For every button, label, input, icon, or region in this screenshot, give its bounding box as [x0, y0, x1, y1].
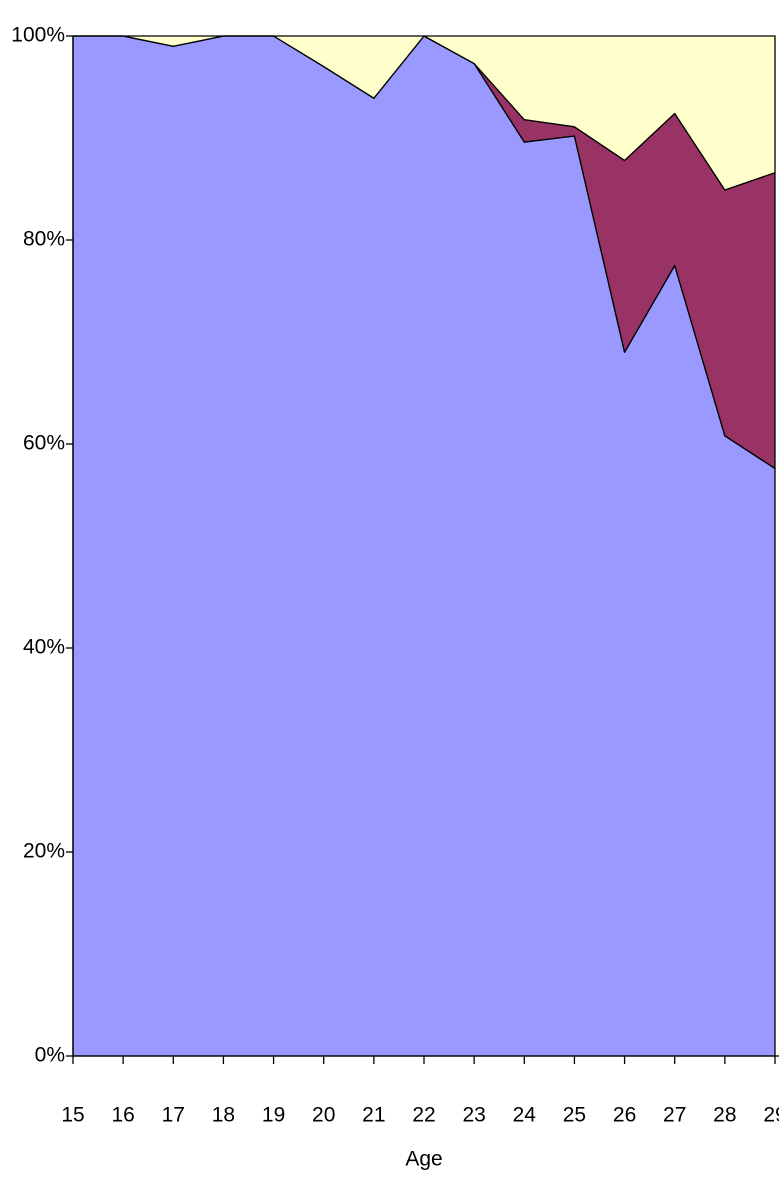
y-tick-label: 20% [23, 840, 65, 863]
x-tick-label: 28 [713, 1104, 736, 1127]
y-tick-label: 0% [35, 1044, 65, 1067]
x-tick-label: 22 [412, 1104, 435, 1127]
x-tick-label: 26 [613, 1104, 636, 1127]
x-tick-label: 21 [362, 1104, 385, 1127]
x-axis-label: Age [405, 1148, 442, 1171]
y-tick-label: 40% [23, 636, 65, 659]
x-tick-label: 27 [663, 1104, 686, 1127]
x-tick-label: 29 [763, 1104, 779, 1127]
x-tick-label: 23 [462, 1104, 485, 1127]
x-tick-label: 16 [111, 1104, 134, 1127]
x-tick-label: 24 [513, 1104, 537, 1127]
x-tick-label: 17 [162, 1104, 185, 1127]
x-tick-label: 15 [61, 1104, 84, 1127]
x-tick-label: 25 [563, 1104, 586, 1127]
x-tick-label: 19 [262, 1104, 285, 1127]
y-tick-label: 100% [11, 24, 65, 47]
y-tick-label: 60% [23, 432, 65, 455]
area [72, 35, 776, 191]
y-tick-label: 80% [23, 228, 65, 251]
x-tick-label: 20 [312, 1104, 335, 1127]
x-tick-label: 18 [212, 1104, 235, 1127]
